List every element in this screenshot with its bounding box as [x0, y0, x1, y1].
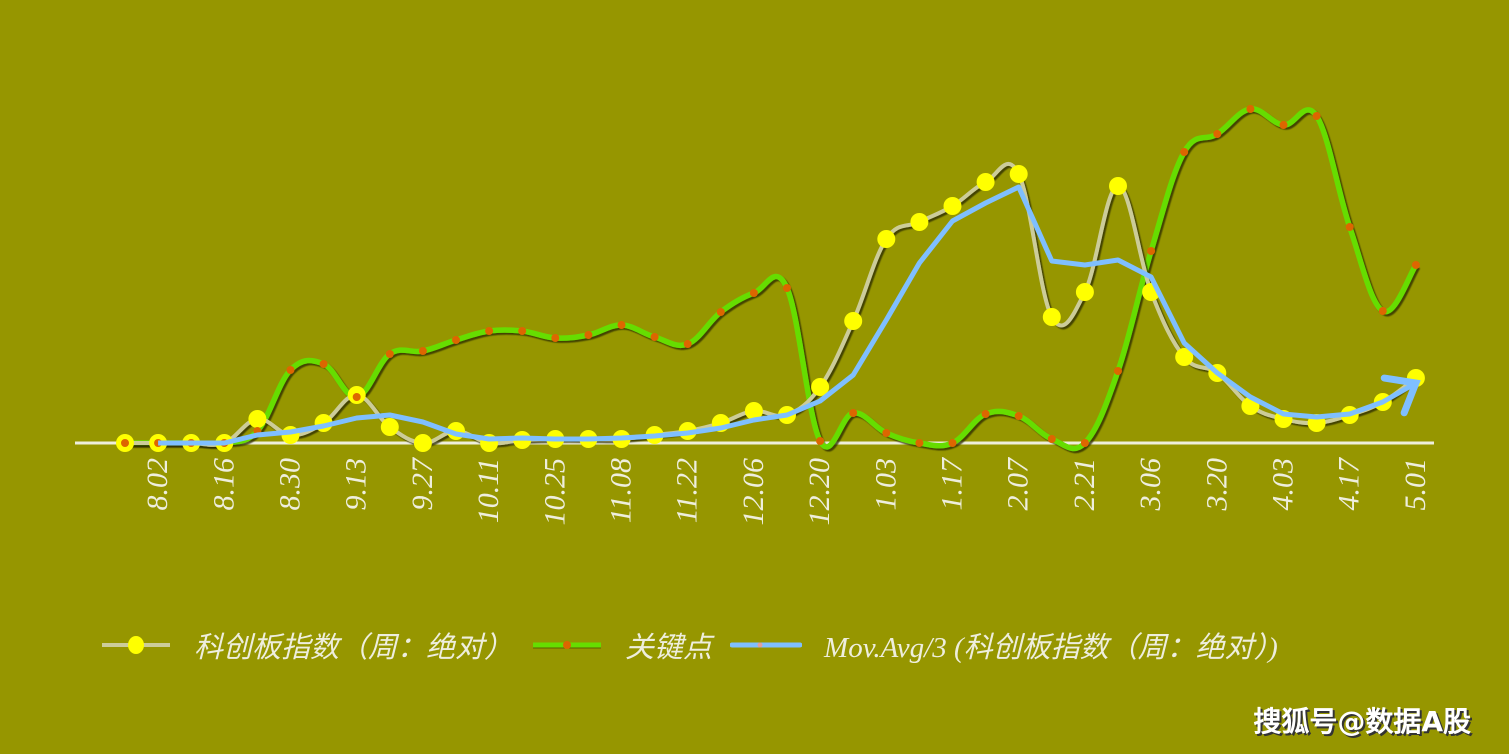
x-tick-label: 10.25 — [538, 458, 571, 526]
legend-line-icon — [730, 642, 803, 648]
key-point-dot — [286, 366, 295, 374]
line-chart: 8.02 8.16 8.30 9.13 9.27 10.11 10.25 11.08 11.22… — [75, 105, 1434, 526]
data-point — [1175, 348, 1194, 366]
legend-item-moving-average[interactable]: Mov.Avg/3 (科创板指数（周：绝对）) — [730, 624, 1278, 666]
data-point — [844, 312, 863, 330]
key-point-dot — [749, 289, 758, 297]
key-point-dot — [783, 284, 791, 292]
key-point-dot — [518, 327, 527, 335]
key-point-dot — [584, 331, 593, 339]
x-tick-label: 9.13 — [340, 458, 373, 511]
data-point — [1042, 308, 1061, 326]
key-point-dot — [1014, 412, 1023, 420]
x-tick-label: 8.16 — [207, 458, 240, 511]
data-point — [1075, 283, 1094, 301]
data-point — [877, 230, 896, 248]
key-point-dot — [385, 350, 394, 358]
x-tick-label: 11.22 — [671, 458, 704, 523]
key-point-dot — [1246, 105, 1255, 113]
key-point-dot — [1279, 121, 1288, 129]
x-tick-label: 8.30 — [274, 458, 307, 511]
data-point — [744, 402, 763, 420]
legend-line-dot-icon — [533, 641, 602, 649]
series-keypoints-line — [125, 106, 1419, 452]
key-point-dot — [981, 410, 990, 418]
x-tick-label: 9.27 — [406, 456, 439, 511]
data-point — [910, 213, 929, 231]
key-point-dot — [816, 437, 825, 445]
x-tick-label: 8.02 — [141, 458, 174, 511]
key-point-dot — [1180, 148, 1189, 156]
key-point-dot — [352, 393, 361, 401]
key-point-dot — [1213, 130, 1222, 138]
x-tick-label: 1.03 — [869, 458, 902, 511]
data-point — [1009, 165, 1028, 183]
data-point — [248, 410, 267, 428]
legend-line-marker-icon — [102, 636, 170, 654]
key-point-dot — [551, 334, 560, 342]
key-point-dot — [1345, 223, 1354, 231]
key-point-dot — [948, 439, 957, 447]
data-point — [1109, 177, 1127, 195]
x-tick-label: 3.06 — [1134, 458, 1167, 512]
key-point-dot — [1080, 439, 1089, 447]
legend-label: 关键点 — [625, 632, 713, 664]
x-tick-label: 5.01 — [1399, 458, 1432, 511]
key-point-dot — [452, 336, 460, 344]
x-tick-label: 2.21 — [1068, 458, 1101, 511]
legend: 科创板指数（周：绝对） 关键点 Mov.Avg/3 (科创板指数（周：绝对）) — [100, 620, 1296, 670]
x-tick-label: 12.20 — [803, 458, 836, 526]
key-point-dot — [1147, 247, 1156, 255]
x-tick-label: 11.08 — [605, 458, 638, 523]
key-point-dot — [683, 340, 692, 348]
key-point-dot — [716, 308, 725, 316]
legend-label: Mov.Avg/3 (科创板指数（周：绝对）) — [824, 632, 1278, 664]
key-point-dot — [319, 360, 328, 368]
key-point-dot — [485, 327, 494, 335]
x-tick-label: 2.07 — [1002, 456, 1035, 511]
key-point-dot — [1114, 367, 1122, 375]
key-point-dot — [1047, 435, 1056, 443]
data-point — [380, 418, 399, 436]
data-point — [811, 378, 830, 396]
key-point-dot — [915, 439, 924, 447]
x-tick-label: 4.03 — [1267, 458, 1300, 511]
x-tick-label: 4.17 — [1333, 456, 1366, 511]
series-moving-average-line — [158, 184, 1421, 446]
key-point-dot — [1378, 307, 1387, 315]
legend-label: 科创板指数（周：绝对） — [194, 632, 514, 664]
key-point-dot — [617, 321, 626, 329]
key-point-dot — [121, 439, 129, 447]
data-point — [413, 434, 432, 452]
x-tick-label: 1.17 — [936, 456, 969, 511]
legend-item-index[interactable]: 科创板指数（周：绝对） — [100, 624, 513, 666]
data-point — [976, 173, 995, 191]
watermark: 搜狐号@数据A股 — [1253, 705, 1471, 738]
x-tick-label: 12.06 — [737, 458, 770, 526]
x-tick-labels: 8.02 8.16 8.30 9.13 9.27 10.11 10.25 11.08 11.22… — [141, 456, 1432, 526]
key-point-dot — [1312, 112, 1321, 120]
key-point-dot — [418, 347, 427, 355]
data-point — [943, 197, 962, 215]
x-tick-label: 10.11 — [472, 458, 505, 523]
x-tick-label: 3.20 — [1200, 458, 1233, 512]
key-point-dot — [1411, 261, 1420, 269]
legend-item-keypoints[interactable]: 关键点 — [531, 624, 712, 666]
key-point-dot — [882, 429, 891, 437]
key-point-dot — [650, 333, 659, 341]
key-point-dot — [849, 409, 858, 417]
